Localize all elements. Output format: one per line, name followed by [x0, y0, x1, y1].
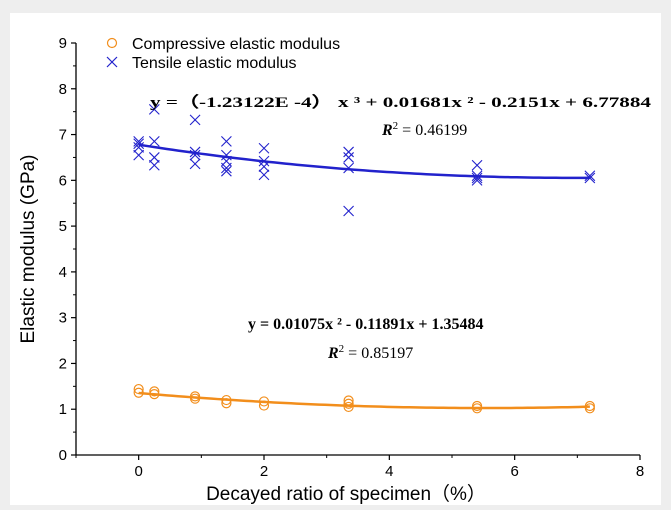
tensile-data-point: [189, 149, 201, 161]
tensile-data-point: [584, 170, 596, 182]
tensile-data-point: [133, 138, 145, 150]
compressive-data-point: [189, 393, 201, 404]
tensile-data-point: [221, 162, 232, 174]
compressive-r2: R2 = 0.85197: [327, 343, 413, 362]
x-tick-label: 6: [510, 463, 518, 480]
tensile-data-point: [343, 146, 354, 158]
tensile-data-point: [343, 205, 354, 217]
tensile-data-point: [258, 142, 270, 154]
tensile-data-point: [221, 136, 232, 147]
compressive-data-point: [584, 403, 595, 414]
y-tick-label: 7: [59, 127, 67, 144]
tensile-data-point: [133, 149, 145, 161]
tensile-data-point: [221, 165, 232, 177]
y-tick-label: 8: [59, 81, 67, 98]
tensile-data-point: [343, 152, 354, 163]
tensile-fit-equation: y =（-1.23122E -4） x ³ + 0.01681x ² - 0.2…: [150, 93, 652, 111]
compressive-data-point: [471, 403, 483, 414]
tensile-data-point: [148, 103, 160, 115]
compressive-data-point: [221, 398, 232, 409]
tensile-data-point: [148, 136, 160, 147]
x-axis-title: Decayed ratio of specimen（%）: [206, 483, 486, 505]
compressive-data-point: [343, 395, 354, 406]
compressive-data-point: [258, 396, 270, 407]
tensile-data-point: [148, 152, 160, 163]
tensile-fit-line: [138, 143, 590, 180]
tensile-data-point: [148, 159, 160, 171]
tensile-data-point: [258, 169, 270, 181]
tensile-data-point: [471, 172, 483, 184]
legend-circle-icon: [106, 37, 118, 49]
x-tick-label: 8: [636, 463, 644, 480]
y-tick-label: 0: [59, 447, 67, 464]
y-tick-label: 5: [59, 218, 67, 235]
compressive-data-point: [343, 401, 354, 413]
y-tick-label: 4: [59, 264, 67, 281]
compressive-fit-equation: y = 0.01075x ² - 0.11891x + 1.35484: [248, 316, 483, 333]
tensile-data-point: [258, 161, 270, 172]
y-tick-label: 9: [59, 35, 67, 52]
tensile-data-point: [189, 146, 201, 158]
compressive-fit-line: [138, 391, 590, 410]
tensile-data-point: [471, 170, 483, 182]
tensile-data-point: [343, 162, 354, 174]
ticks: 0 1 2 3 4 5 6 7 8 9 0 2 4 6 8: [59, 35, 645, 480]
tensile-r2: R2 = 0.46199: [381, 120, 467, 139]
compressive-data-point: [343, 398, 354, 409]
chart-svg: 0 1 2 3 4 5 6 7 8 9 0 2 4 6 8 Compressive elastic modu…: [18, 35, 652, 505]
data-points: [133, 103, 596, 414]
y-tick-label: 1: [59, 401, 67, 418]
fit-lines: [138, 143, 590, 410]
compressive-data-point: [221, 394, 232, 406]
tensile-data-point: [221, 149, 232, 161]
tensile-data-point: [471, 159, 483, 171]
tensile-data-point: [133, 141, 145, 153]
compressive-data-point: [149, 389, 160, 400]
x-tick-label: 2: [260, 463, 268, 480]
y-tick-label: 6: [59, 172, 67, 189]
tensile-data-point: [471, 174, 483, 186]
tensile-data-point: [189, 114, 201, 126]
compressive-data-point: [133, 383, 144, 395]
chart-card: 0 1 2 3 4 5 6 7 8 9 0 2 4 6 8 Compressive elastic modu…: [10, 13, 661, 505]
tensile-data-point: [584, 172, 596, 184]
legend-x-icon: [106, 56, 118, 68]
legend: Compressive elastic modulus Tensile elas…: [106, 36, 340, 72]
compressive-data-point: [133, 387, 144, 398]
compressive-data-point: [258, 400, 270, 411]
legend-label-compressive: Compressive elastic modulus: [132, 36, 340, 53]
x-tick-label: 4: [385, 463, 393, 480]
tensile-data-point: [189, 158, 201, 170]
y-tick-label: 3: [59, 310, 67, 327]
compressive-data-point: [149, 386, 160, 397]
y-tick-label: 2: [59, 355, 67, 372]
y-axis-title: Elastic modulus (GPa): [18, 154, 39, 343]
x-tick-label: 0: [134, 463, 142, 480]
tensile-data-point: [258, 155, 270, 167]
legend-label-tensile: Tensile elastic modulus: [132, 55, 297, 72]
